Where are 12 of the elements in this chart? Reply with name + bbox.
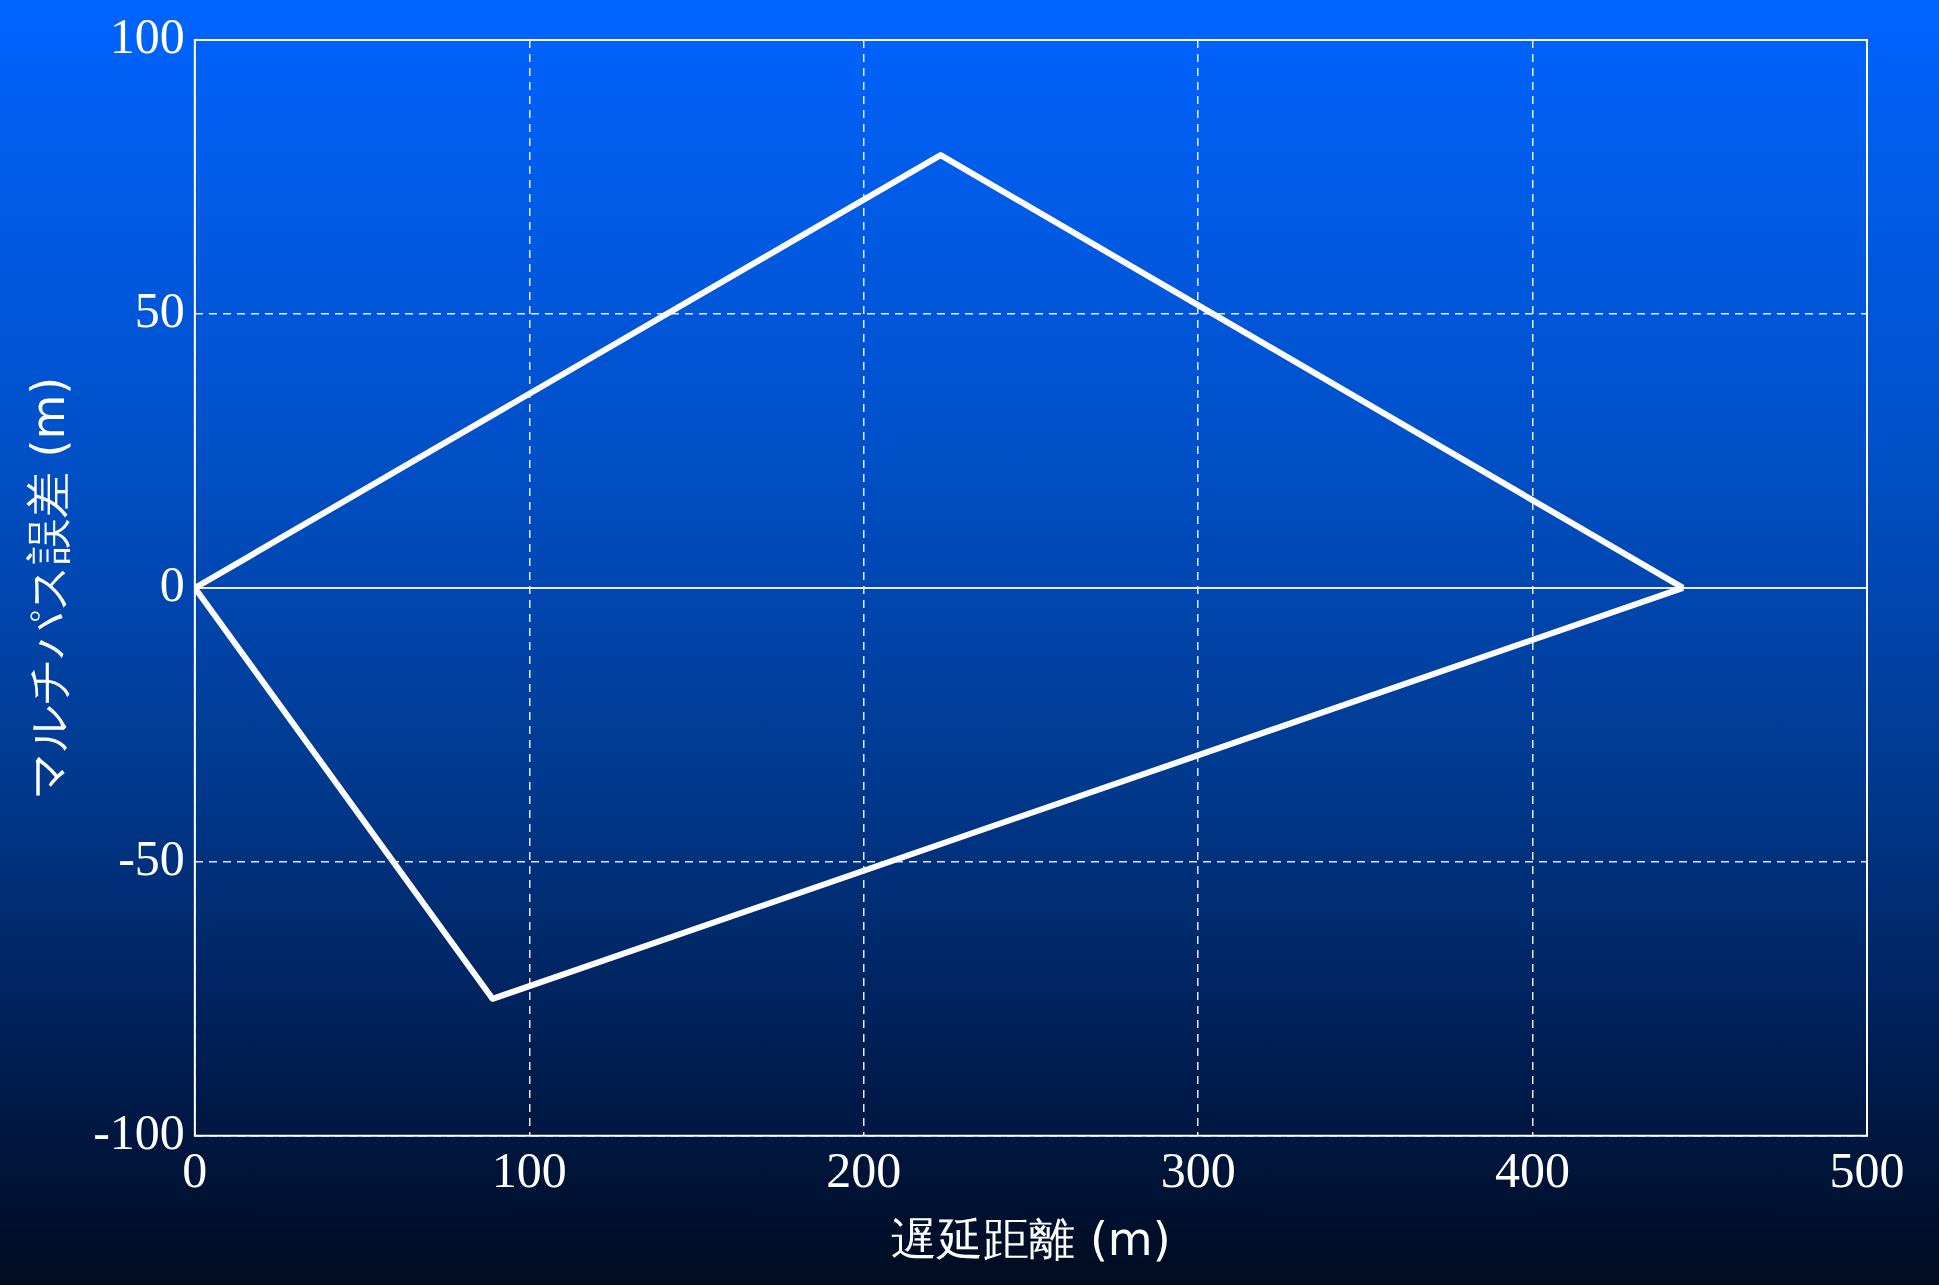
x-axis-title: 遅延距離 (m) (891, 1212, 1171, 1267)
x-tick-label: 100 (491, 1141, 567, 1198)
y-tick-label: -50 (118, 829, 185, 886)
y-tick-label: 0 (159, 556, 185, 613)
y-tick-label: -100 (93, 1103, 185, 1160)
x-tick-label: 400 (1495, 1141, 1571, 1198)
y-tick-label: 100 (109, 8, 185, 65)
y-axis-title: マルチパス誤差 (m) (20, 376, 75, 800)
x-tick-label: 200 (826, 1141, 902, 1198)
x-tick-label: 500 (1829, 1141, 1905, 1198)
x-tick-label: 300 (1160, 1141, 1236, 1198)
y-tick-label: 50 (134, 282, 185, 339)
